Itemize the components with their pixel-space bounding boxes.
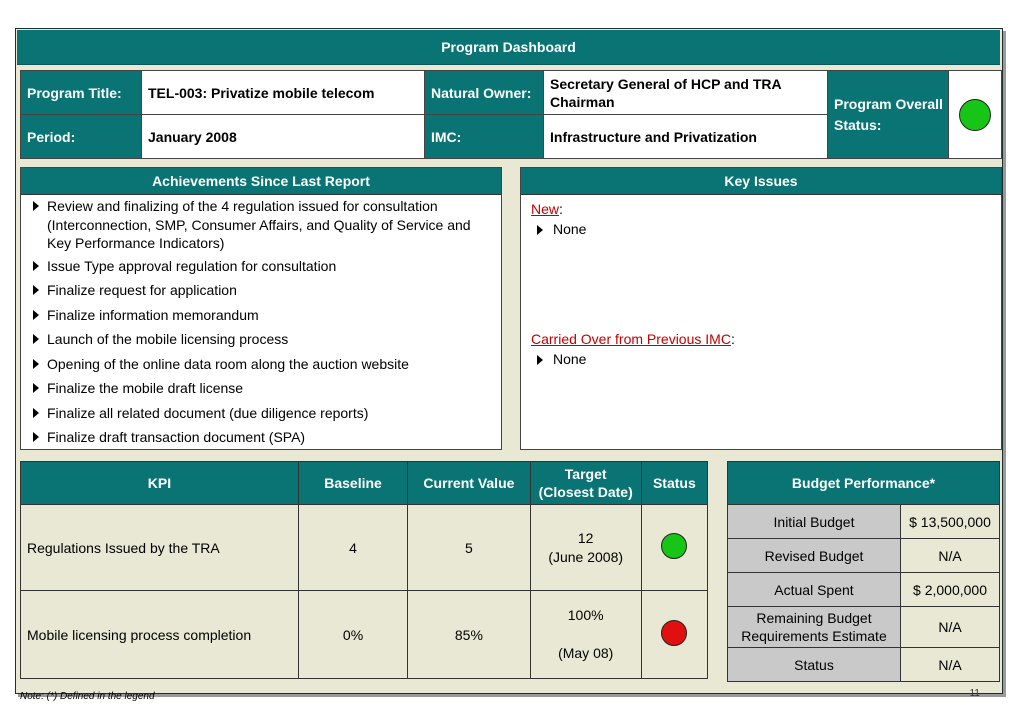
kpi-baseline: 0% — [297, 590, 409, 679]
budget-label: Remaining Budget Requirements Estimate — [727, 606, 901, 648]
new-issues-link[interactable]: New — [531, 201, 560, 217]
table-row: Revised Budget N/A — [727, 538, 1000, 573]
program-info-grid: Program Title: TEL-003: Privatize mobile… — [20, 70, 1002, 159]
kpi-current: 5 — [407, 504, 531, 591]
kpi-header: KPI — [20, 461, 299, 505]
status-header: Status — [640, 461, 709, 505]
bullet-arrow-icon — [33, 201, 39, 211]
achievements-list: Review and finalizing of the 4 regulatio… — [21, 195, 501, 447]
kpi-status — [640, 504, 709, 591]
target-header: Target (Closest Date) — [529, 461, 642, 505]
table-row: Regulations Issued by the TRA 4 5 12 (Jun… — [20, 504, 709, 591]
list-item: Issue Type approval regulation for consu… — [33, 257, 493, 276]
table-row: Initial Budget $ 13,500,000 — [727, 504, 1000, 539]
list-item: Finalize the mobile draft license — [33, 379, 493, 398]
program-title-value: TEL-003: Privatize mobile telecom — [142, 71, 425, 115]
key-issues-panel: Key Issues New: None Carried Over from P… — [520, 167, 1002, 450]
table-row: Actual Spent $ 2,000,000 — [727, 572, 1000, 607]
footer-note: Note: (*) Defined in the legend — [20, 691, 155, 702]
period-label: Period: — [21, 115, 142, 158]
list-item: None — [535, 221, 991, 237]
kpi-baseline: 4 — [297, 504, 409, 591]
kpi-status — [640, 590, 709, 679]
kpi-current: 85% — [407, 590, 531, 679]
budget-value: N/A — [900, 538, 1000, 573]
list-item: Finalize draft transaction document (SPA… — [33, 428, 493, 447]
bullet-arrow-icon — [537, 355, 543, 365]
budget-value: $ 13,500,000 — [900, 504, 1000, 539]
list-item: Opening of the online data room along th… — [33, 355, 493, 374]
budget-label: Status — [727, 647, 901, 682]
period-value: January 2008 — [142, 115, 425, 158]
bullet-arrow-icon — [537, 225, 543, 235]
bullet-arrow-icon — [33, 383, 39, 393]
kpi-name: Mobile licensing process completion — [20, 590, 299, 679]
budget-table: Budget Performance* Initial Budget $ 13,… — [727, 461, 1000, 682]
overall-status-label: Program Overall Status: — [828, 71, 949, 158]
bullet-arrow-icon — [33, 358, 39, 369]
kpi-target: 12 (June 2008) — [529, 504, 642, 591]
key-issues-title: Key Issues — [521, 168, 1001, 195]
table-row: Remaining Budget Requirements Estimate N… — [727, 606, 1000, 648]
budget-value: $ 2,000,000 — [900, 572, 1000, 607]
dashboard-title: Program Dashboard — [17, 30, 1000, 65]
budget-title: Budget Performance* — [727, 461, 1000, 505]
carried-over-issues-link[interactable]: Carried Over from Previous IMC — [531, 331, 731, 347]
list-item: Finalize information memorandum — [33, 306, 493, 325]
page-number: 11 — [969, 688, 980, 699]
budget-label: Revised Budget — [727, 538, 901, 573]
budget-label: Actual Spent — [727, 572, 901, 607]
table-row: Status N/A — [727, 647, 1000, 682]
overall-status-cell — [949, 71, 1001, 158]
current-value-header: Current Value — [407, 461, 531, 505]
bullet-arrow-icon — [33, 285, 39, 295]
key-issues-body: New: None Carried Over from Previous IMC… — [521, 195, 1001, 373]
bullet-arrow-icon — [33, 432, 39, 442]
budget-value: N/A — [900, 606, 1000, 648]
list-item: None — [535, 351, 991, 367]
bullet-arrow-icon — [33, 309, 39, 320]
baseline-header: Baseline — [297, 461, 409, 505]
kpi-name: Regulations Issued by the TRA — [20, 504, 299, 591]
bullet-arrow-icon — [33, 260, 39, 271]
imc-label: IMC: — [425, 115, 544, 158]
status-indicator — [661, 620, 688, 646]
bullet-arrow-icon — [33, 334, 39, 344]
program-title-label: Program Title: — [21, 71, 142, 115]
natural-owner-label: Natural Owner: — [425, 71, 544, 115]
kpi-target: 100% (May 08) — [529, 590, 642, 679]
list-item: Launch of the mobile licensing process — [33, 330, 493, 349]
budget-label: Initial Budget — [727, 504, 901, 539]
budget-value: N/A — [900, 647, 1000, 682]
kpi-table: KPI Baseline Current Value Target (Closes… — [20, 461, 709, 679]
achievements-title: Achievements Since Last Report — [21, 168, 501, 195]
natural-owner-value: Secretary General of HCP and TRA Chairma… — [544, 71, 828, 115]
list-item: Finalize request for application — [33, 281, 493, 300]
overall-status-indicator — [959, 98, 991, 131]
table-row: Mobile licensing process completion 0% 8… — [20, 590, 709, 679]
imc-value: Infrastructure and Privatization — [544, 115, 828, 158]
achievements-panel: Achievements Since Last Report Review an… — [20, 167, 502, 450]
list-item: Review and finalizing of the 4 regulatio… — [33, 197, 493, 253]
status-indicator — [661, 533, 688, 559]
list-item: Finalize all related document (due dilig… — [33, 404, 493, 423]
bullet-arrow-icon — [33, 407, 39, 418]
